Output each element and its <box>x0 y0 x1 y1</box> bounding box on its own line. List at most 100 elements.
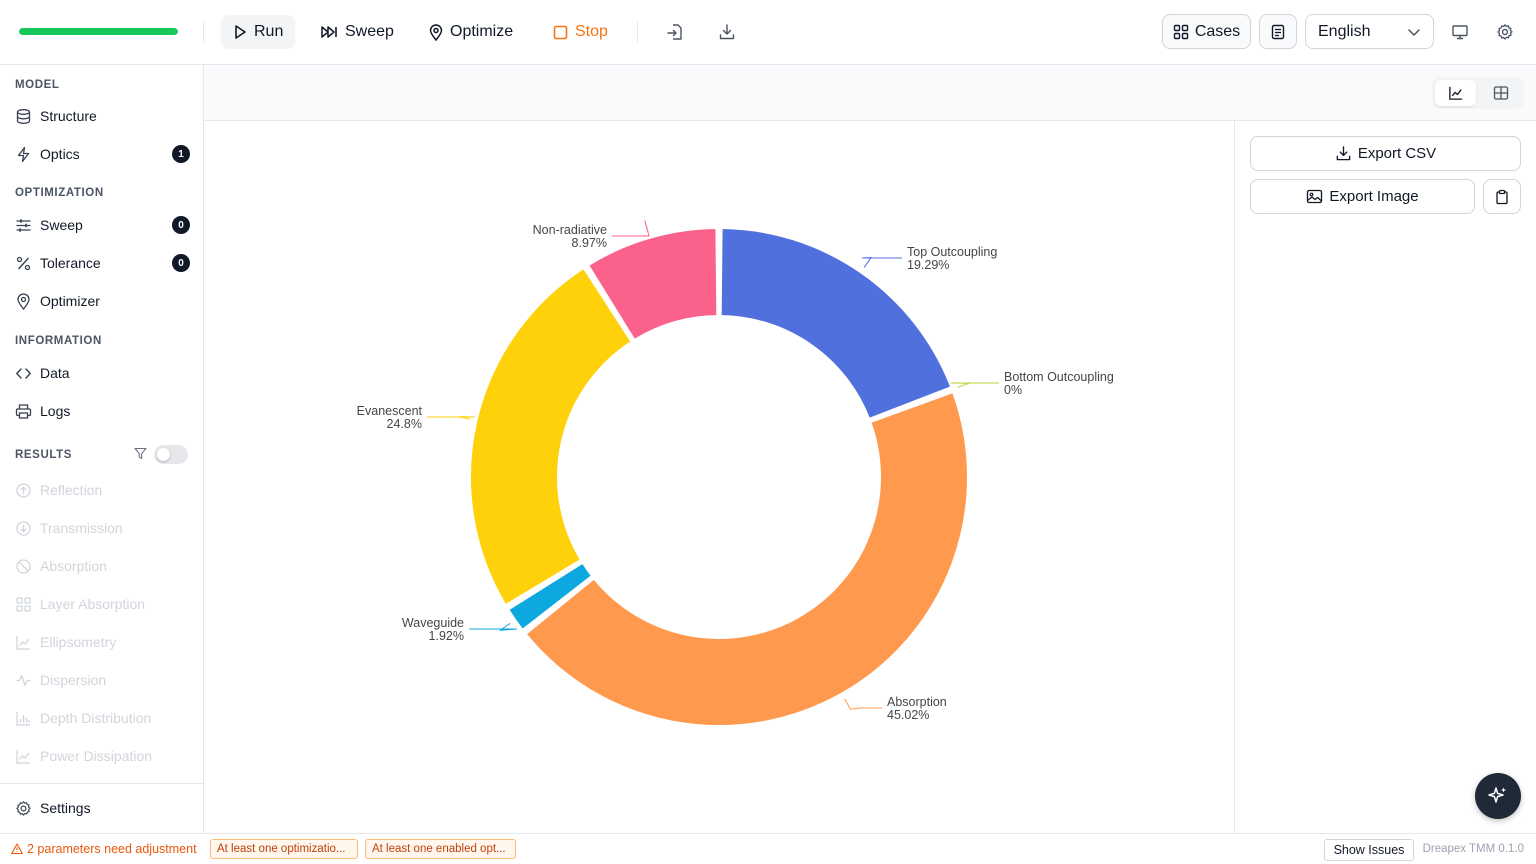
issue-chip[interactable]: At least one optimizatio... <box>210 839 358 859</box>
stop-icon <box>553 25 568 39</box>
grid-icon <box>16 596 31 612</box>
sidebar-item-absorption[interactable]: Absorption <box>15 553 190 579</box>
notes-button[interactable] <box>1259 14 1297 49</box>
sidebar-item-optics[interactable]: Optics 1 <box>15 141 190 167</box>
label-leader-line <box>469 622 518 631</box>
count-badge: 0 <box>172 254 190 272</box>
toggle-knob <box>157 448 170 461</box>
issue-chip[interactable]: At least one enabled opt... <box>365 839 516 859</box>
donut-slice[interactable] <box>469 266 633 607</box>
sidebar-item-depth-distribution[interactable]: Depth Distribution <box>15 705 190 731</box>
import-icon[interactable] <box>665 22 685 42</box>
lightning-icon <box>17 146 30 162</box>
warning-text: 2 parameters need adjustment <box>27 842 197 856</box>
table-view-button[interactable] <box>1480 80 1521 106</box>
gear-icon[interactable] <box>1495 22 1515 42</box>
sliders-icon <box>16 218 31 232</box>
sidebar-item-power-dissipation[interactable]: Power Dissipation <box>15 743 190 769</box>
line-chart-icon <box>16 749 30 764</box>
results-filter-toggle[interactable] <box>154 445 188 464</box>
chart-view-button[interactable] <box>1435 80 1476 106</box>
sidebar-item-label: Sweep <box>40 217 83 233</box>
count-badge: 0 <box>172 216 190 234</box>
document-icon <box>1271 24 1285 39</box>
slice-label: Absorption <box>887 695 947 709</box>
run-button[interactable]: Run <box>221 15 296 49</box>
language-select[interactable]: English <box>1305 14 1434 49</box>
model-heading: MODEL <box>15 79 60 91</box>
slice-label: Waveguide <box>402 616 464 630</box>
warning-message[interactable]: 2 parameters need adjustment <box>11 842 197 856</box>
gear-icon <box>16 800 31 816</box>
sidebar-item-reflection[interactable]: Reflection <box>15 477 190 503</box>
export-image-label: Export Image <box>1329 188 1419 205</box>
toolbar-divider <box>637 22 638 42</box>
sparkles-icon <box>1488 787 1506 803</box>
optimize-label: Optimize <box>450 23 514 40</box>
slice-label: Bottom Outcoupling <box>1004 370 1114 384</box>
cases-button[interactable]: Cases <box>1162 14 1251 49</box>
map-pin-icon <box>429 23 443 41</box>
download-icon <box>1336 146 1351 161</box>
slice-label: Evanescent <box>357 404 423 418</box>
results-heading: RESULTS <box>15 449 73 461</box>
printer-icon <box>15 403 32 419</box>
sidebar-item-optimizer[interactable]: Optimizer <box>15 288 190 314</box>
donut-slice[interactable] <box>719 227 953 420</box>
export-csv-button[interactable]: Export CSV <box>1250 136 1521 171</box>
slice-value-label: 8.97% <box>572 236 607 250</box>
sidebar-item-label: Layer Absorption <box>40 596 146 612</box>
sidebar-item-layer-absorption[interactable]: Layer Absorption <box>15 591 190 617</box>
percent-icon <box>16 256 31 270</box>
label-leader-line <box>861 256 902 268</box>
show-issues-button[interactable]: Show Issues <box>1324 839 1414 861</box>
sidebar-item-label: Reflection <box>40 482 103 498</box>
version-label: Dreapex TMM 0.1.0 <box>1422 843 1524 855</box>
stop-button[interactable]: Stop <box>541 15 620 49</box>
sidebar-item-settings[interactable]: Settings <box>15 795 190 821</box>
slice-value-label: 1.92% <box>429 629 464 643</box>
download-icon[interactable] <box>717 22 737 42</box>
sidebar-item-label: Absorption <box>40 558 107 574</box>
sidebar-item-ellipsometry[interactable]: Ellipsometry <box>15 629 190 655</box>
donut-slice[interactable] <box>507 561 593 631</box>
export-image-button[interactable]: Export Image <box>1250 179 1475 214</box>
sidebar-item-data[interactable]: Data <box>15 360 190 386</box>
ai-assistant-button[interactable] <box>1475 773 1521 819</box>
fast-forward-icon <box>321 26 337 38</box>
database-icon <box>16 108 31 124</box>
sidebar-item-dispersion[interactable]: Dispersion <box>15 667 190 693</box>
sidebar-item-sweep[interactable]: Sweep 0 <box>15 212 190 238</box>
play-icon <box>235 25 246 39</box>
slice-value-label: 0% <box>1004 383 1022 397</box>
optimize-button[interactable]: Optimize <box>417 15 525 49</box>
sidebar-item-tolerance[interactable]: Tolerance 0 <box>15 250 190 276</box>
clipboard-icon <box>1496 189 1508 204</box>
activity-icon <box>16 674 31 686</box>
run-label: Run <box>254 23 284 40</box>
sidebar-item-label: Transmission <box>40 520 123 536</box>
sidebar-item-structure[interactable]: Structure <box>15 103 190 129</box>
top-toolbar: Run Sweep Optimize Stop Cases English <box>0 0 1536 65</box>
line-chart-icon <box>16 635 30 650</box>
monitor-icon[interactable] <box>1450 22 1470 42</box>
filter-icon[interactable] <box>134 447 147 460</box>
copy-image-button[interactable] <box>1483 179 1521 214</box>
count-badge: 1 <box>172 145 190 163</box>
label-leader-line <box>844 698 882 710</box>
export-panel: Export CSV Export Image <box>1234 121 1536 833</box>
sidebar-item-transmission[interactable]: Transmission <box>15 515 190 541</box>
donut-slice[interactable] <box>524 391 969 727</box>
image-icon <box>1307 189 1323 204</box>
slice-value-label: 19.29% <box>907 258 949 272</box>
stop-label: Stop <box>575 23 608 40</box>
sweep-button[interactable]: Sweep <box>308 15 406 49</box>
map-pin-icon <box>17 292 30 310</box>
label-leader-line <box>427 416 476 420</box>
status-bar: 2 parameters need adjustment At least on… <box>0 833 1536 864</box>
sidebar-item-logs[interactable]: Logs <box>15 398 190 424</box>
sidebar-item-label: Logs <box>40 403 71 419</box>
ban-icon <box>16 558 31 574</box>
donut-slice[interactable] <box>587 227 719 342</box>
language-value: English <box>1318 22 1371 40</box>
